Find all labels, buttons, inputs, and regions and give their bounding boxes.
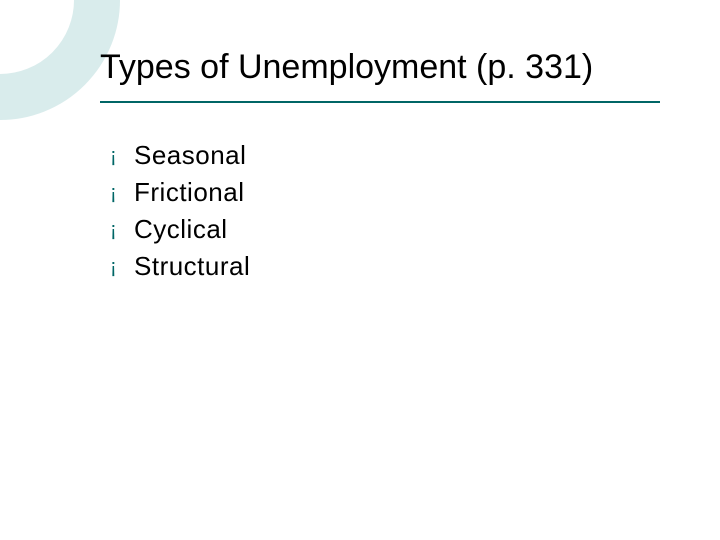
bullet-open-circle-icon: ¡ [110,220,134,240]
list-item: ¡ Structural [110,251,250,282]
slide: Types of Unemployment (p. 331) ¡ Seasona… [0,0,720,540]
bullet-list: ¡ Seasonal ¡ Frictional ¡ Cyclical ¡ Str… [110,140,250,288]
bullet-open-circle-icon: ¡ [110,257,134,277]
title-underline [100,101,660,103]
list-item: ¡ Cyclical [110,214,250,245]
title-block: Types of Unemployment (p. 331) [100,48,680,103]
list-item-label: Seasonal [134,140,246,171]
list-item-label: Structural [134,251,250,282]
list-item: ¡ Seasonal [110,140,250,171]
bullet-open-circle-icon: ¡ [110,183,134,203]
list-item-label: Cyclical [134,214,228,245]
list-item: ¡ Frictional [110,177,250,208]
slide-title: Types of Unemployment (p. 331) [100,48,680,97]
list-item-label: Frictional [134,177,244,208]
bullet-open-circle-icon: ¡ [110,146,134,166]
